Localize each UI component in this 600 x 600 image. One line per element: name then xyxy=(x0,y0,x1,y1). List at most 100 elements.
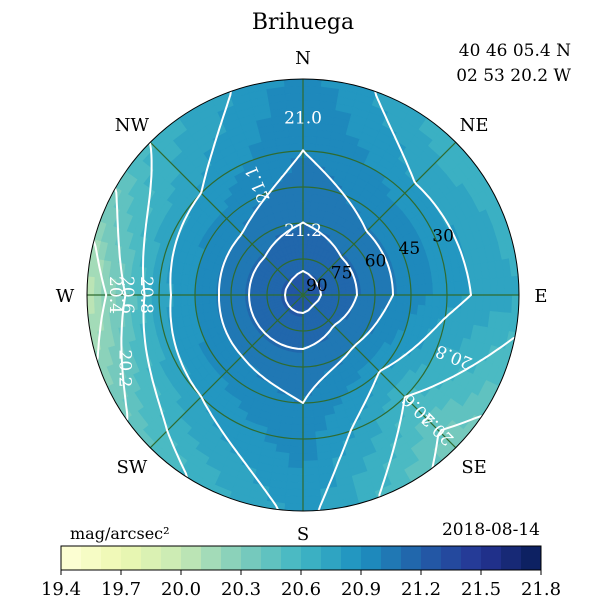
colorbar-bin xyxy=(501,546,522,570)
sky-cell xyxy=(302,201,312,210)
sky-cell xyxy=(395,285,405,296)
contour-label: 20.4 xyxy=(105,276,125,314)
sky-cell xyxy=(359,283,368,291)
sky-cell xyxy=(302,165,315,174)
sky-cell xyxy=(302,143,317,152)
sky-cell xyxy=(345,290,354,296)
sky-cell xyxy=(302,402,314,411)
colorbar-bin xyxy=(461,546,482,570)
sky-cell xyxy=(481,278,491,296)
sky-cell xyxy=(287,208,297,218)
colorbar-bin xyxy=(381,546,402,570)
colorbar-bin xyxy=(261,546,282,570)
sky-cell xyxy=(209,294,218,304)
sky-cell xyxy=(288,445,304,454)
sky-cell xyxy=(424,294,433,307)
sky-cell xyxy=(286,473,304,483)
colorbar-tick-label: 19.7 xyxy=(101,579,141,600)
sky-cell xyxy=(302,79,323,88)
altitude-ring-label: 75 xyxy=(331,264,353,284)
sky-cell xyxy=(291,165,304,174)
sky-cell xyxy=(302,409,315,418)
direction-label-sw: SW xyxy=(116,457,147,478)
sky-cell xyxy=(289,438,304,447)
colorbar-bin xyxy=(181,546,202,570)
sky-cell xyxy=(187,284,196,296)
sky-cell xyxy=(201,294,211,305)
altitude-ring-label: 60 xyxy=(365,251,387,271)
colorbar-bin xyxy=(101,546,122,570)
sky-cell xyxy=(173,294,182,307)
sky-cell xyxy=(293,193,304,203)
sky-cell xyxy=(294,380,304,389)
sky-cell xyxy=(410,284,419,296)
sky-cell xyxy=(474,294,484,312)
sky-cell xyxy=(302,438,317,447)
sky-cell xyxy=(230,288,239,296)
longitude-label: 02 53 20.2 W xyxy=(456,66,571,86)
sky-cell xyxy=(230,294,239,302)
sky-cell xyxy=(417,283,426,296)
sky-cell xyxy=(286,201,296,211)
colorbar-bin xyxy=(81,546,102,570)
sky-cell xyxy=(285,93,304,102)
direction-label-ne: NE xyxy=(460,115,489,136)
sky-cell xyxy=(360,294,369,301)
sky-cell xyxy=(288,452,304,461)
sky-cell xyxy=(238,299,247,307)
sky-cell xyxy=(302,423,316,433)
sky-cell xyxy=(297,352,304,361)
colorbar-bin xyxy=(481,546,502,570)
sky-cell xyxy=(302,172,315,181)
sky-cell xyxy=(173,283,182,296)
sky-cell xyxy=(194,285,203,296)
sky-cell xyxy=(298,244,304,253)
sky-cell xyxy=(496,277,505,296)
sky-cell xyxy=(424,283,433,296)
sky-cell xyxy=(285,100,304,109)
altitude-ring-label: 30 xyxy=(432,227,454,247)
sky-cell xyxy=(288,129,304,138)
sky-cell xyxy=(284,495,304,505)
colorbar-tick-label: 20.3 xyxy=(221,579,261,600)
sky-cell xyxy=(209,286,218,296)
sky-cell xyxy=(201,285,211,296)
sky-cell xyxy=(291,416,304,425)
sky-cell xyxy=(93,276,103,296)
sky-cell xyxy=(395,294,405,305)
sky-cell xyxy=(252,294,261,300)
sky-cell xyxy=(302,93,321,102)
colorbar-tick-label: 19.4 xyxy=(41,579,81,600)
sky-cell xyxy=(374,287,383,296)
sky-cell xyxy=(302,495,322,505)
sky-cell xyxy=(302,136,318,145)
sky-cell xyxy=(510,294,519,315)
sky-cell xyxy=(302,466,320,476)
sky-cell xyxy=(202,277,212,288)
sky-cell xyxy=(87,275,96,296)
sky-cell xyxy=(209,302,219,312)
colorbar-bin xyxy=(301,546,322,570)
sky-cell xyxy=(446,281,455,296)
sky-cell xyxy=(237,294,246,301)
sky-cell xyxy=(223,294,232,303)
sky-cell xyxy=(284,85,304,95)
sky-cell xyxy=(417,294,426,307)
sky-cell xyxy=(158,294,168,308)
sky-cell xyxy=(283,79,304,88)
sky-cell xyxy=(194,294,203,305)
sky-cell xyxy=(302,366,311,375)
sky-cell xyxy=(302,452,318,461)
sky-cell xyxy=(216,294,225,303)
sky-cell xyxy=(302,352,309,361)
colorbar-tick-label: 21.5 xyxy=(461,579,501,600)
sky-cell xyxy=(202,302,212,313)
colorbar-bin xyxy=(221,546,242,570)
sky-cell xyxy=(237,289,246,296)
direction-label-n: N xyxy=(295,48,311,69)
sky-cell xyxy=(180,283,189,296)
sky-cell xyxy=(216,287,225,296)
direction-label-se: SE xyxy=(461,457,486,478)
sky-cell xyxy=(503,276,513,296)
sky-cell xyxy=(187,294,196,306)
